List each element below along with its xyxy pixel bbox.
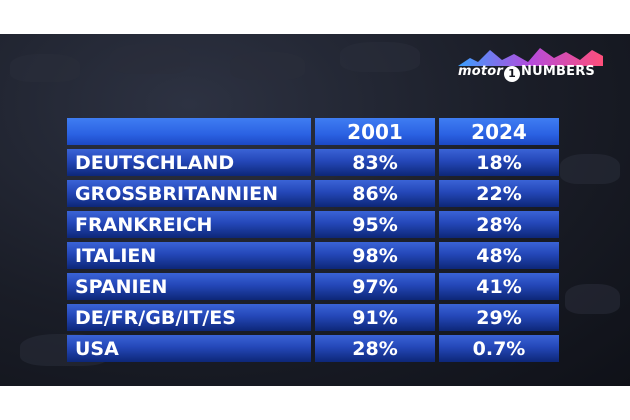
country-cell: DEUTSCHLAND — [67, 149, 311, 176]
header-2024: 2024 — [439, 118, 559, 145]
header-2001: 2001 — [315, 118, 435, 145]
value-2001-cell: 91% — [315, 304, 435, 331]
table-row: FRANKREICH 95% 28% — [67, 211, 559, 238]
table-row: DEUTSCHLAND 83% 18% — [67, 149, 559, 176]
background-car-shape — [560, 154, 620, 184]
value-2024-cell: 18% — [439, 149, 559, 176]
table-row: USA 28% 0.7% — [67, 335, 559, 362]
comparison-table: 2001 2024 DEUTSCHLAND 83% 18% GROSSBRITA… — [63, 114, 563, 366]
table-header-row: 2001 2024 — [67, 118, 559, 145]
value-2001-cell: 86% — [315, 180, 435, 207]
value-2001-cell: 97% — [315, 273, 435, 300]
value-2024-cell: 22% — [439, 180, 559, 207]
background-car-shape — [110, 44, 190, 74]
background-car-shape — [10, 54, 80, 82]
value-2001-cell: 95% — [315, 211, 435, 238]
table-row: DE/FR/GB/IT/ES 91% 29% — [67, 304, 559, 331]
background-stage: motor 1 NUMBERS 2001 2024 DEUTSCHLAND 83% … — [0, 34, 630, 386]
value-2024-cell: 0.7% — [439, 335, 559, 362]
background-car-shape — [230, 52, 305, 80]
logo-text-motor: motor — [458, 64, 504, 79]
mountain-logo-icon — [458, 48, 603, 66]
country-cell: FRANKREICH — [67, 211, 311, 238]
logo-text-one: 1 — [504, 66, 521, 82]
value-2001-cell: 83% — [315, 149, 435, 176]
value-2024-cell: 41% — [439, 273, 559, 300]
country-cell: SPANIEN — [67, 273, 311, 300]
country-cell: GROSSBRITANNIEN — [67, 180, 311, 207]
background-car-shape — [340, 42, 420, 72]
value-2001-cell: 28% — [315, 335, 435, 362]
value-2024-cell: 48% — [439, 242, 559, 269]
table-row: ITALIEN 98% 48% — [67, 242, 559, 269]
motor1-numbers-logo: motor 1 NUMBERS — [458, 44, 603, 86]
logo-text-numbers: NUMBERS — [521, 64, 595, 79]
background-car-shape — [565, 284, 620, 314]
value-2024-cell: 28% — [439, 211, 559, 238]
country-cell: ITALIEN — [67, 242, 311, 269]
table-row: GROSSBRITANNIEN 86% 22% — [67, 180, 559, 207]
value-2024-cell: 29% — [439, 304, 559, 331]
value-2001-cell: 98% — [315, 242, 435, 269]
header-country — [67, 118, 311, 145]
table-row: SPANIEN 97% 41% — [67, 273, 559, 300]
country-cell: DE/FR/GB/IT/ES — [67, 304, 311, 331]
country-cell: USA — [67, 335, 311, 362]
